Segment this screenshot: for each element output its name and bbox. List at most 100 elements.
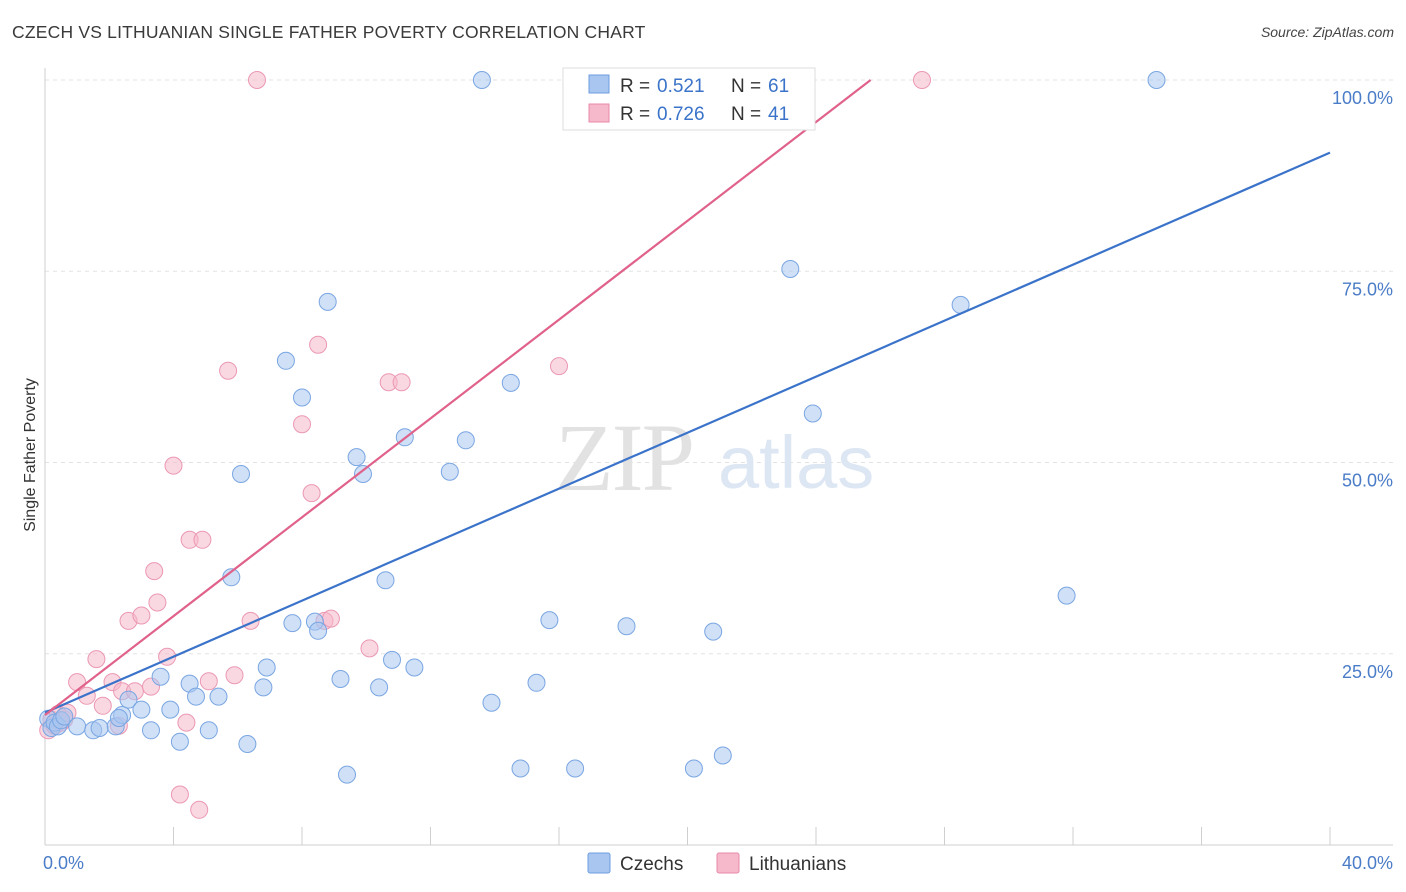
point-lithuanians [225,666,244,685]
point-czechs [540,611,559,630]
point-czechs [684,759,703,778]
point-lithuanians [164,456,183,475]
source-label: Source: ZipAtlas.com [1260,24,1394,40]
point-lithuanians [77,686,96,705]
watermark-atlas: atlas [718,421,874,504]
point-czechs [354,465,372,483]
bottom-legend-label-lithuanians: Lithuanians [749,854,846,875]
point-czechs [347,448,366,467]
point-lithuanians [360,639,379,658]
y-tick-label: 75.0% [1342,279,1393,299]
point-czechs [405,658,424,677]
point-czechs [318,292,337,311]
trend-lines [44,79,1331,716]
point-czechs [338,765,356,784]
legend-n-value-lithuanians: 41 [768,104,789,125]
legend-swatch-lithuanians [588,103,610,123]
watermark: ZIP atlas [555,404,874,511]
point-lithuanians [177,713,196,732]
bottom-legend-swatch-czechs [587,852,611,874]
point-czechs [151,667,170,686]
point-lithuanians [93,696,112,715]
point-czechs [283,614,302,633]
point-czechs [109,709,128,727]
point-czechs [440,462,459,481]
point-czechs [456,431,475,450]
point-czechs [132,700,151,719]
point-czechs [1147,71,1166,89]
trend-line-lithuanians [44,79,872,716]
point-czechs [142,721,160,740]
point-czechs [209,687,228,706]
point-czechs [199,721,218,740]
y-tick-label: 100.0% [1332,88,1393,108]
legend-r-label-czechs: R = [620,76,650,97]
series-czechs [39,71,1166,784]
point-lithuanians [199,672,218,691]
point-lithuanians [248,71,266,89]
point-czechs [370,678,389,697]
point-czechs [187,687,205,706]
point-czechs [68,717,87,736]
x-tick-label-min: 0.0% [43,853,84,873]
legend-n-label-czechs: N = [731,76,761,97]
point-lithuanians [392,373,411,392]
point-czechs [276,351,295,370]
point-czechs [119,690,138,709]
chart-title: CZECH VS LITHUANIAN SINGLE FATHER POVERT… [12,22,646,42]
point-lithuanians [321,609,340,628]
point-lithuanians [145,562,164,581]
point-czechs [232,465,250,483]
legend-r-value-lithuanians: 0.726 [657,104,705,125]
point-czechs [472,71,491,89]
point-czechs [781,260,800,278]
point-czechs [566,759,585,778]
bottom-legend: Czechs Lithuanians [587,852,846,875]
point-czechs [527,673,546,692]
point-czechs [713,746,732,765]
legend-r-label-lithuanians: R = [620,104,650,125]
point-lithuanians [550,357,568,376]
point-czechs [254,678,273,697]
point-czechs [331,670,350,688]
point-czechs [501,373,520,392]
point-czechs [383,650,401,669]
legend-r-value-czechs: 0.521 [657,76,705,97]
point-czechs [617,617,636,636]
legend-swatch-czechs [588,74,610,94]
point-czechs [161,700,180,719]
point-lithuanians [190,800,209,819]
y-axis-label: Single Father Poverty [22,378,39,532]
legend-n-label-lithuanians: N = [731,104,761,125]
point-czechs [803,404,822,423]
point-czechs [293,388,311,407]
point-czechs [257,658,276,677]
bottom-legend-label-czechs: Czechs [620,854,683,875]
point-lithuanians [170,785,189,804]
point-czechs [90,719,109,737]
point-czechs [511,759,530,778]
point-czechs [482,693,501,712]
point-lithuanians [132,606,151,625]
y-tick-labels: 25.0% 50.0% 75.0% 100.0% [1332,88,1393,682]
legend-n-value-czechs: 61 [768,76,789,97]
point-czechs [170,732,189,751]
point-czechs [309,621,328,640]
bottom-legend-swatch-lithuanians [716,852,740,874]
legend-box: R = 0.521 N = 61 R = 0.726 N = 41 [562,67,816,131]
point-lithuanians [193,530,212,549]
point-czechs [1057,586,1076,605]
x-tick-label-max: 40.0% [1342,853,1393,873]
y-tick-label: 50.0% [1342,471,1393,491]
point-czechs [704,622,723,641]
point-czechs [238,735,257,753]
point-lithuanians [309,335,328,354]
watermark-zip: ZIP [555,404,693,511]
point-lithuanians [293,415,311,434]
trend-line-czechs [44,151,1331,714]
gridlines [45,79,1393,655]
point-lithuanians [302,484,321,503]
point-lithuanians [87,650,106,669]
y-tick-label: 25.0% [1342,662,1393,682]
